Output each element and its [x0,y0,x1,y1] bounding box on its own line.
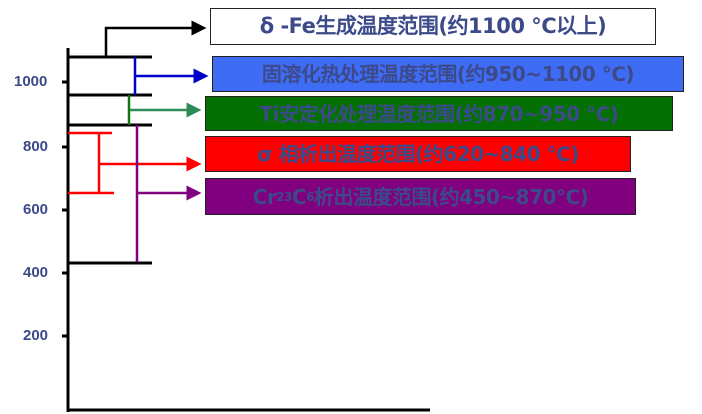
delta-fe-label: δ -Fe生成温度范围(约1100 ℃以上) [210,8,656,45]
tick-label-200: 200 [23,327,49,344]
carbide-sub2: 6 [306,189,315,204]
carbide-connector [135,125,202,262]
tick-label-1000: 1000 [14,73,48,90]
tick-label-800: 800 [23,138,49,155]
carbide-prefix: Cr [252,184,277,209]
delta-fe-connector [104,20,207,57]
carbide-sub1: 23 [276,189,292,204]
solution-treatment-label: 固溶化热处理温度范围(约950~1100 ℃) [212,56,684,92]
tick-label-600: 600 [23,201,49,218]
tick-label-400: 400 [23,264,49,281]
sigma-connector [68,131,202,195]
solution-connector [133,57,209,95]
carbide-precipitation-label: Cr 23 C 6 析出温度范围(约450~870℃) [205,178,636,215]
boundary-lines [68,55,152,265]
ti-stabilization-label: Ti安定化处理温度范围(约870~950 ℃) [205,96,673,131]
carbide-mid: C [291,184,307,209]
sigma-phase-label: σ 相析出温度范围(约620~840 ℃) [205,136,631,172]
ti-connector [127,95,202,125]
y-axis [62,48,430,412]
carbide-suffix: 析出温度范围(约450~870℃) [314,184,589,209]
